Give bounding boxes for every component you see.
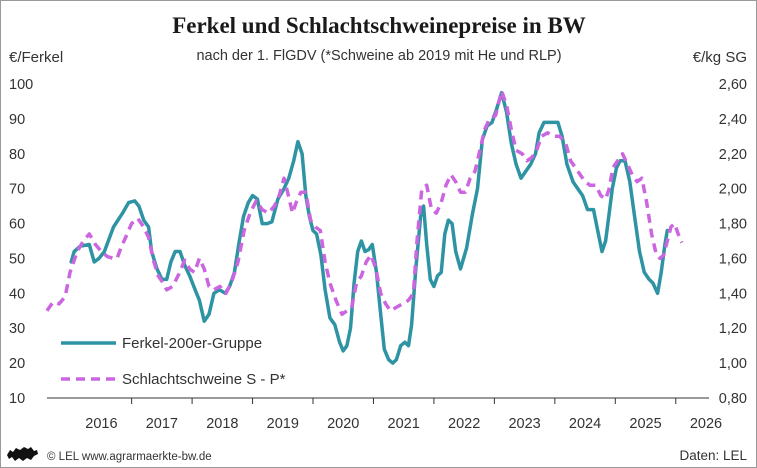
x-tick-label: 2018 bbox=[206, 416, 238, 432]
y-right-tick-label: 2,40 bbox=[719, 112, 747, 128]
series-layer bbox=[45, 89, 684, 365]
y-right-tick-label: 1,60 bbox=[719, 251, 747, 267]
series-line-ferkel bbox=[69, 90, 670, 365]
x-tick-label: 2016 bbox=[85, 416, 117, 432]
y-left-tick-label: 60 bbox=[9, 217, 25, 233]
y-right-tick-label: 1,00 bbox=[719, 356, 747, 372]
y-right-tick-label: 2,60 bbox=[719, 77, 747, 93]
chart-title: Ferkel und Schlachtschweinepreise in BW bbox=[172, 13, 586, 38]
y-left-tick-label: 40 bbox=[9, 286, 25, 302]
x-tick-label: 2023 bbox=[508, 416, 540, 432]
y-axis-right-ticks: 2,60 2,40 2,20 2,00 1,80 1,60 1,40 1,20 1,00 0,80 bbox=[719, 77, 747, 407]
y-left-tick-label: 30 bbox=[9, 321, 25, 337]
legend-label-ferkel: Ferkel-200er-Gruppe bbox=[122, 335, 262, 352]
x-tick-label: 2026 bbox=[690, 416, 722, 432]
x-tick-label: 2022 bbox=[448, 416, 480, 432]
y-left-tick-label: 10 bbox=[9, 391, 25, 407]
chart-subtitle: nach der 1. FlGDV (*Schweine ab 2019 mit… bbox=[196, 48, 561, 64]
x-tick-label: 2024 bbox=[569, 416, 601, 432]
x-axis-ticks: 2016 2017 2018 2019 2020 2021 2022 2023 2024 2025… bbox=[85, 398, 722, 432]
y-left-tick-label: 20 bbox=[9, 356, 25, 372]
y-left-tick-label: 50 bbox=[9, 251, 25, 267]
y-right-tick-label: 1,80 bbox=[719, 217, 747, 233]
y-right-tick-label: 0,80 bbox=[719, 391, 747, 407]
footer-copyright: © LEL www.agrarmaerkte-bw.de bbox=[47, 451, 212, 463]
y-left-tick-label: 90 bbox=[9, 112, 25, 128]
footer-source: Daten: LEL bbox=[679, 448, 747, 463]
x-tick-label: 2019 bbox=[267, 416, 299, 432]
y-left-tick-label: 100 bbox=[9, 77, 33, 93]
series-line-schlachtschweine bbox=[45, 89, 684, 317]
y-right-tick-label: 2,00 bbox=[719, 182, 747, 198]
x-tick-label: 2025 bbox=[629, 416, 661, 432]
x-tick-label: 2021 bbox=[388, 416, 420, 432]
x-tick-label: 2017 bbox=[146, 416, 178, 432]
y-axis-left-ticks: 100 90 80 70 60 50 40 30 20 10 bbox=[9, 77, 33, 407]
lion-icon bbox=[7, 447, 38, 461]
legend: Ferkel-200er-Gruppe Schlachtschweine S -… bbox=[61, 335, 286, 388]
lel-logo bbox=[7, 447, 38, 461]
legend-label-schlachtschweine: Schlachtschweine S - P* bbox=[122, 371, 286, 388]
y-right-tick-label: 1,40 bbox=[719, 286, 747, 302]
y-axis-left-label: €/Ferkel bbox=[9, 49, 63, 66]
y-left-tick-label: 70 bbox=[9, 182, 25, 198]
y-axis-right-label: €/kg SG bbox=[693, 49, 747, 66]
y-left-tick-label: 80 bbox=[9, 147, 25, 163]
x-tick-label: 2020 bbox=[327, 416, 359, 432]
y-right-tick-label: 1,20 bbox=[719, 321, 747, 337]
y-right-tick-label: 2,20 bbox=[719, 147, 747, 163]
